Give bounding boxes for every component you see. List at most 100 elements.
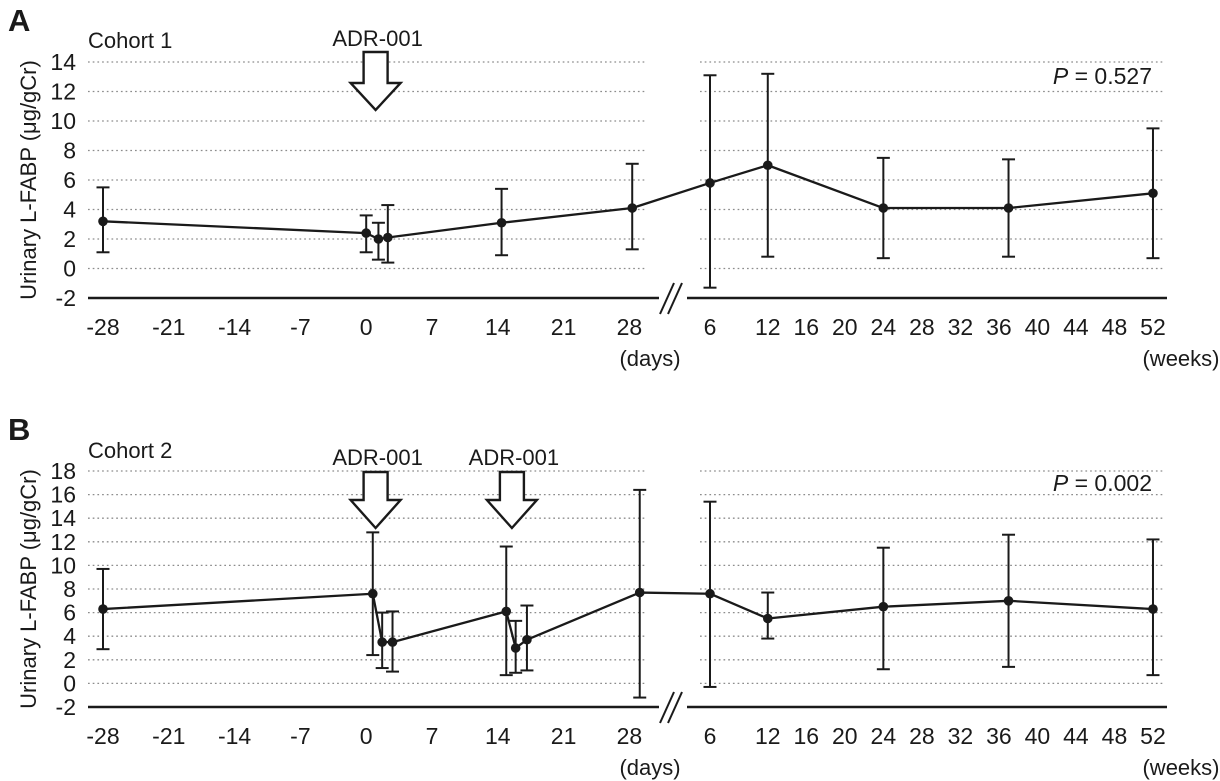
panel-letter: B: [8, 412, 30, 447]
y-tick-label: 2: [63, 226, 76, 252]
y-tick-label: 10: [50, 552, 76, 578]
data-point: [634, 587, 645, 598]
y-tick-label: 8: [63, 138, 76, 164]
x-tick-label-weeks: 28: [909, 314, 935, 340]
x-tick-label-weeks: 36: [986, 314, 1012, 340]
dose-arrow-icon: [347, 50, 404, 112]
x-tick-label-weeks: 24: [871, 723, 897, 749]
x-tick-label-days: 14: [485, 723, 511, 749]
y-tick-label: 0: [63, 256, 76, 282]
y-axis-title: Urinary L-FABP (μg/gCr): [16, 60, 41, 300]
x-tick-label-weeks: 48: [1102, 314, 1128, 340]
data-point: [367, 588, 378, 599]
series-line: [102, 164, 1154, 241]
x-tick-label-weeks: 40: [1025, 723, 1051, 749]
axis-break-icon: [659, 691, 675, 724]
axis-break-icon: [659, 282, 675, 315]
data-point: [1003, 596, 1014, 606]
data-point: [878, 203, 889, 213]
x-tick-label-days: -21: [152, 723, 185, 749]
axis-break-icon: [667, 282, 683, 315]
axis-break-icon: [667, 691, 683, 724]
y-tick-label: 8: [63, 576, 76, 602]
x-tick-label-weeks: 20: [832, 723, 858, 749]
cohort-title: Cohort 2: [88, 438, 172, 463]
x-tick-label-days: 7: [426, 723, 439, 749]
data-point: [373, 234, 384, 244]
dose-arrow-icon: [484, 470, 540, 530]
y-tick-label: 18: [50, 458, 76, 484]
y-tick-label: 0: [63, 670, 76, 696]
x-tick-label-weeks: 32: [948, 314, 974, 340]
x-tick-label-weeks: 12: [755, 723, 781, 749]
x-tick-label-weeks: 40: [1025, 314, 1051, 340]
x-tick-label-days: -28: [86, 314, 119, 340]
y-tick-label: 4: [63, 623, 76, 649]
data-point: [878, 601, 889, 612]
y-tick-label: -2: [56, 694, 76, 720]
data-point: [383, 232, 393, 243]
x-tick-label-weeks: 44: [1063, 723, 1089, 749]
y-tick-label: 6: [63, 600, 76, 626]
panel-letter: A: [8, 3, 30, 38]
y-tick-label: 14: [50, 49, 76, 75]
y-tick-label: 14: [50, 505, 76, 531]
data-point: [705, 588, 715, 599]
x-tick-label-weeks: 48: [1102, 723, 1128, 749]
x-tick-label-days: -21: [152, 314, 185, 340]
y-tick-label: 4: [63, 197, 76, 223]
data-point: [522, 634, 532, 645]
x-tick-label-weeks: 12: [755, 314, 781, 340]
x-tick-label-days: 0: [360, 723, 373, 749]
y-axis-title: Urinary L-FABP (μg/gCr): [16, 469, 41, 709]
dose-arrow-icon: [347, 470, 404, 530]
data-point: [98, 604, 108, 614]
data-point: [98, 216, 108, 227]
data-point: [377, 637, 387, 647]
x-tick-label-days: 21: [551, 723, 577, 749]
x-tick-label-weeks: 6: [704, 723, 717, 749]
x-tick-label-days: 0: [360, 314, 373, 340]
x-tick-label-weeks: 44: [1063, 314, 1089, 340]
y-tick-label: 16: [50, 482, 76, 508]
x-axis-unit-weeks: (weeks): [1142, 755, 1219, 780]
x-axis-unit-days: (days): [619, 346, 680, 371]
x-tick-label-days: 14: [485, 314, 511, 340]
cohort-title: Cohort 1: [88, 28, 172, 53]
series-line: [102, 591, 1154, 650]
x-tick-label-days: -7: [290, 723, 310, 749]
x-tick-label-weeks: 32: [948, 723, 974, 749]
data-point: [510, 643, 521, 653]
p-value-label: P = 0.002: [1053, 470, 1152, 496]
x-tick-label-days: 28: [617, 723, 643, 749]
x-tick-label-days: 7: [426, 314, 439, 340]
x-tick-label-weeks: 52: [1140, 314, 1166, 340]
x-tick-label-days: -14: [218, 314, 251, 340]
dose-annotation-label: ADR-001: [332, 26, 422, 51]
data-point: [1148, 188, 1158, 199]
x-axis-unit-days: (days): [619, 755, 680, 780]
data-point: [627, 203, 638, 213]
y-tick-label: 2: [63, 647, 76, 673]
data-point: [361, 228, 372, 238]
y-tick-label: 6: [63, 167, 76, 193]
data-point: [762, 613, 773, 624]
x-tick-label-weeks: 6: [704, 314, 717, 340]
y-tick-label: 12: [50, 529, 76, 555]
x-tick-label-weeks: 52: [1140, 723, 1166, 749]
y-tick-label: 10: [50, 108, 76, 134]
x-tick-label-days: 28: [617, 314, 643, 340]
x-tick-label-weeks: 36: [986, 723, 1012, 749]
panel-a: -28 -21 -14 -7 0 7 14 21 28 6 12 16 20 24 28 32 36 40 44 48…: [8, 3, 1220, 371]
x-tick-label-weeks: 20: [832, 314, 858, 340]
dose-annotation-label: ADR-001: [332, 445, 422, 470]
data-point: [496, 217, 507, 228]
y-tick-label: -2: [56, 285, 76, 311]
panel-b: -28 -21 -14 -7 0 7 14 21 28 6 12 16 20 24 28 32 36 40 44 48…: [8, 412, 1220, 780]
x-tick-label-weeks: 28: [909, 723, 935, 749]
x-tick-label-days: -28: [86, 723, 119, 749]
data-point: [387, 637, 398, 647]
data-point: [501, 606, 512, 617]
p-value-label: P = 0.527: [1053, 63, 1152, 89]
